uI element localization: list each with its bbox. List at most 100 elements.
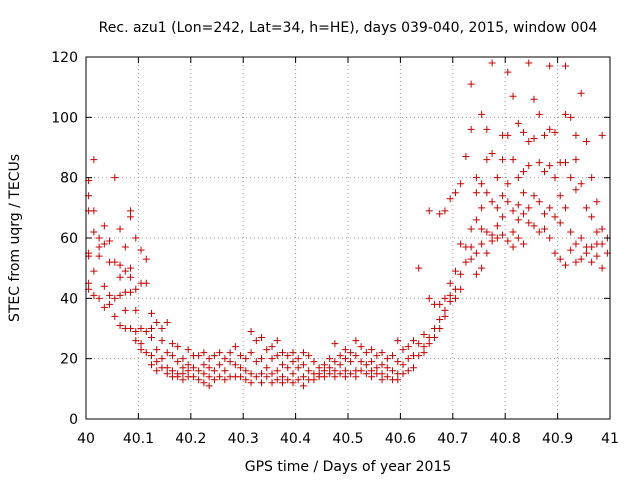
data-point xyxy=(100,240,108,248)
data-point xyxy=(514,216,522,224)
data-point xyxy=(226,349,234,357)
data-point xyxy=(195,352,203,360)
data-point xyxy=(457,180,465,188)
data-point xyxy=(127,264,135,272)
data-point xyxy=(546,234,554,242)
data-point xyxy=(520,168,528,176)
data-point xyxy=(111,174,119,182)
data-point xyxy=(326,355,334,363)
data-point xyxy=(478,264,486,272)
data-point xyxy=(121,306,129,314)
data-point xyxy=(530,192,538,200)
data-point xyxy=(467,80,475,88)
data-point xyxy=(158,325,166,332)
x-tick-label: 40.6 xyxy=(385,431,416,447)
data-point xyxy=(299,373,307,381)
data-point xyxy=(289,370,297,378)
data-point xyxy=(588,213,596,221)
data-point xyxy=(525,204,533,212)
data-point xyxy=(457,285,465,293)
data-point xyxy=(200,361,208,369)
data-point xyxy=(153,318,161,326)
data-point xyxy=(509,243,517,251)
data-point xyxy=(100,303,108,311)
data-point xyxy=(483,249,491,257)
data-point xyxy=(467,225,475,233)
data-point xyxy=(582,204,590,212)
data-point xyxy=(284,376,292,384)
data-point xyxy=(174,373,182,381)
data-point xyxy=(530,222,538,230)
data-point xyxy=(137,346,145,354)
data-point xyxy=(331,367,339,375)
data-point xyxy=(210,376,218,384)
data-point xyxy=(242,367,250,375)
data-point xyxy=(499,231,507,239)
data-point xyxy=(310,358,318,366)
data-point xyxy=(373,364,381,372)
data-point xyxy=(436,210,444,218)
x-tick-label: 40.9 xyxy=(542,431,573,447)
data-point xyxy=(509,92,517,100)
data-point xyxy=(504,237,512,245)
data-point xyxy=(284,364,292,372)
data-point xyxy=(268,370,276,378)
axis-ticks xyxy=(85,56,611,420)
data-point xyxy=(127,325,135,332)
data-point xyxy=(341,355,349,363)
data-point xyxy=(200,349,208,357)
data-point xyxy=(231,343,239,351)
x-tick-label: 40 xyxy=(77,431,95,447)
data-point xyxy=(488,231,496,239)
data-point xyxy=(451,267,459,275)
data-point xyxy=(441,207,449,215)
data-point xyxy=(189,364,197,372)
data-point xyxy=(205,364,213,372)
data-point xyxy=(294,376,302,384)
data-point xyxy=(514,234,522,242)
data-point xyxy=(514,119,522,127)
data-point xyxy=(425,340,433,348)
data-point xyxy=(331,340,339,348)
data-point xyxy=(541,131,548,139)
data-point xyxy=(347,358,355,366)
data-point xyxy=(530,95,538,103)
data-point xyxy=(394,376,402,384)
data-point xyxy=(598,131,606,139)
data-point xyxy=(315,364,323,372)
data-point xyxy=(383,373,391,381)
data-point xyxy=(273,376,281,384)
data-point xyxy=(556,219,564,227)
data-point xyxy=(247,349,255,357)
data-point xyxy=(499,213,507,221)
data-point xyxy=(378,370,386,378)
data-point xyxy=(137,325,145,332)
data-point xyxy=(561,62,569,70)
data-point xyxy=(179,376,187,384)
data-point xyxy=(221,367,229,375)
data-point xyxy=(247,370,255,378)
y-tick-label: 80 xyxy=(60,171,78,187)
data-point xyxy=(132,234,140,242)
data-point xyxy=(142,349,150,357)
data-point xyxy=(577,234,585,242)
data-point xyxy=(216,349,224,357)
data-point xyxy=(567,246,575,254)
data-point xyxy=(525,137,533,145)
data-point xyxy=(577,255,585,263)
data-point xyxy=(95,294,103,302)
data-point xyxy=(142,279,150,287)
data-point xyxy=(362,370,370,378)
data-point xyxy=(389,367,397,375)
data-point xyxy=(331,373,339,381)
data-point xyxy=(163,318,171,326)
data-point xyxy=(535,198,543,206)
data-point xyxy=(457,240,465,248)
data-point xyxy=(493,204,501,212)
data-point xyxy=(132,328,140,336)
data-point xyxy=(582,249,590,257)
data-point xyxy=(420,331,428,339)
data-point xyxy=(168,340,176,348)
data-point xyxy=(195,367,203,375)
data-point xyxy=(572,186,580,194)
